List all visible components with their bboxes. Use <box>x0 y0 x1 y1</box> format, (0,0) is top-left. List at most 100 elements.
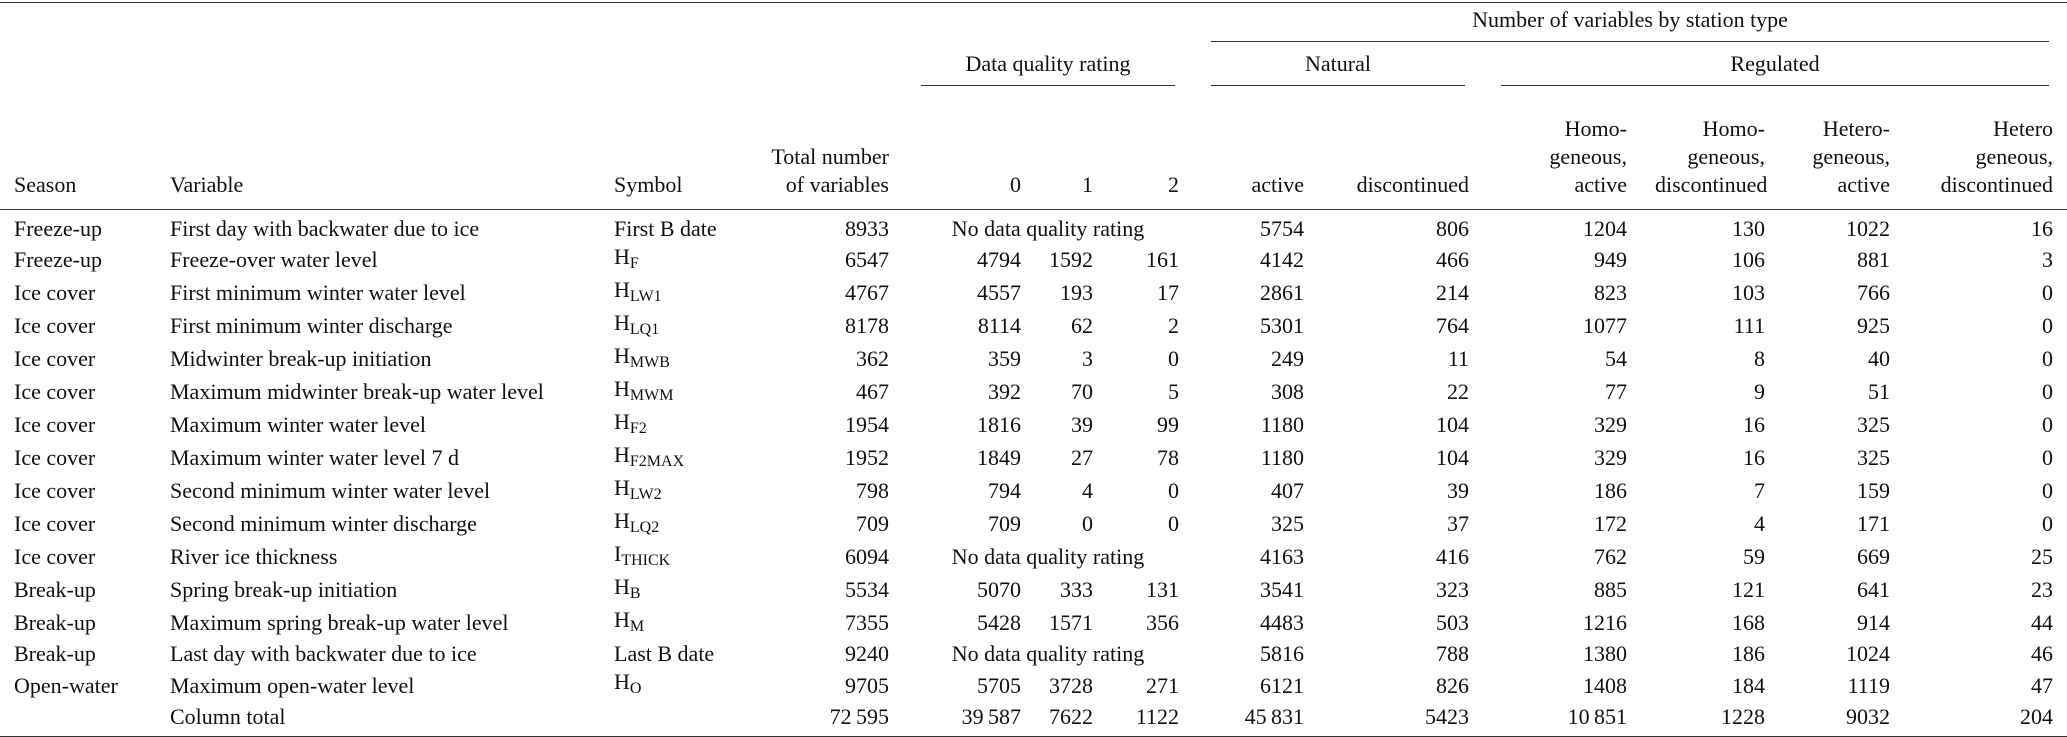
symbol-main: First B date <box>614 215 717 241</box>
season-cell: Freeze-up <box>14 215 102 241</box>
station-cell: 16 <box>1743 412 1765 438</box>
table-row: Ice cover First minimum winter water leve… <box>0 277 2067 310</box>
symbol-subscript: F2 <box>629 419 647 437</box>
quality-note: No data quality rating <box>951 544 1145 570</box>
station-cell: 323 <box>1436 577 1469 603</box>
station-cell: 0 <box>2042 313 2054 339</box>
symbol-cell: HLW1 <box>600 277 738 310</box>
total-cell: 8178 <box>845 313 889 339</box>
symbol-main: H <box>614 243 630 269</box>
group-header: Data quality rating <box>921 51 1175 86</box>
station-cell: 788 <box>1436 641 1469 667</box>
symbol-cell: ITHICK <box>600 541 738 574</box>
quality-cell: 1571 <box>1049 610 1093 636</box>
quality-cell: 39 <box>1071 412 1093 438</box>
variable-cell: Freeze-over water level <box>170 247 378 273</box>
total-cell: 6547 <box>845 247 889 273</box>
station-cell: 9032 <box>1779 702 1904 737</box>
symbol-cell: HMWB <box>600 343 738 376</box>
station-cell: 329 <box>1594 445 1627 471</box>
station-cell: 0 <box>2042 412 2054 438</box>
table-row: Ice cover River ice thickness ITHICK 6094 No… <box>0 541 2067 574</box>
quality-cell: 4557 <box>977 280 1021 306</box>
station-cell: 0 <box>2042 280 2054 306</box>
station-cell: 172 <box>1594 511 1627 537</box>
symbol-main: Last B date <box>614 641 715 667</box>
total-cell: 467 <box>856 379 889 405</box>
station-cell: 3541 <box>1260 577 1304 603</box>
station-cell: 168 <box>1732 610 1765 636</box>
station-cell: 0 <box>2042 511 2054 537</box>
symbol-cell <box>600 702 738 737</box>
symbol-main: H <box>614 441 630 467</box>
total-cell: 362 <box>856 346 889 372</box>
station-cell: 8 <box>1754 346 1765 372</box>
column-header: Variable <box>156 91 600 210</box>
total-cell: 9240 <box>845 641 889 667</box>
station-cell: 325 <box>1271 511 1304 537</box>
variable-cell: Maximum spring break-up water level <box>170 610 509 636</box>
station-cell: 39 <box>1447 478 1469 504</box>
symbol-subscript: MWB <box>629 353 670 371</box>
table-row: Ice cover Maximum midwinter break-up wate… <box>0 376 2067 409</box>
season-cell <box>0 702 156 737</box>
column-header: Hetero- geneous, active <box>1779 91 1904 210</box>
station-cell: 823 <box>1594 280 1627 306</box>
table-row: Break-up Last day with backwater due to i… <box>0 640 2067 670</box>
quality-note: No data quality rating <box>951 641 1145 667</box>
station-cell: 1408 <box>1583 672 1627 698</box>
symbol-subscript: B <box>629 584 641 602</box>
quality-cell: 5705 <box>977 672 1021 698</box>
symbol-subscript: LQ1 <box>629 320 660 338</box>
quality-cell: 2 <box>1168 313 1179 339</box>
station-cell: 77 <box>1605 379 1627 405</box>
total-cell: 8933 <box>845 215 889 241</box>
station-cell: 806 <box>1436 215 1469 241</box>
quality-cell: 7622 <box>1035 702 1107 737</box>
symbol-cell: HM <box>600 607 738 640</box>
variable-cell: Column total <box>156 702 600 737</box>
symbol-main: I <box>614 540 622 566</box>
symbol-cell: HF <box>600 244 738 277</box>
symbol-cell: First B date <box>600 210 738 244</box>
season-cell: Ice cover <box>14 511 96 537</box>
table-row: Ice cover Midwinter break-up initiation HM… <box>0 343 2067 376</box>
quality-cell: 8114 <box>977 313 1021 339</box>
station-cell: 764 <box>1436 313 1469 339</box>
station-cell: 23 <box>2031 577 2054 603</box>
station-cell: 46 <box>2031 641 2054 667</box>
quality-cell: 4 <box>1082 478 1093 504</box>
station-cell: 1180 <box>1260 412 1304 438</box>
column-header: 2 <box>1107 91 1193 210</box>
quality-cell: 0 <box>1168 478 1179 504</box>
station-cell: 0 <box>2042 478 2054 504</box>
station-cell: 308 <box>1271 379 1304 405</box>
variable-cell: River ice thickness <box>170 544 338 570</box>
station-cell: 2861 <box>1260 280 1304 306</box>
symbol-main: H <box>614 474 630 500</box>
season-cell: Open-water <box>14 672 118 698</box>
column-header: Homo- geneous, active <box>1483 91 1641 210</box>
station-cell: 826 <box>1436 672 1469 698</box>
station-cell: 59 <box>1743 544 1765 570</box>
station-cell: 766 <box>1857 280 1890 306</box>
station-cell: 106 <box>1732 247 1765 273</box>
station-cell: 466 <box>1436 247 1469 273</box>
station-cell: 1216 <box>1583 610 1627 636</box>
variable-cell: Maximum winter water level 7 d <box>170 445 459 471</box>
quality-cell: 794 <box>988 478 1021 504</box>
station-cell: 103 <box>1732 280 1765 306</box>
column-header: 0 <box>903 91 1035 210</box>
quality-note: No data quality rating <box>951 215 1145 241</box>
station-cell: 104 <box>1436 412 1469 438</box>
total-cell: 5534 <box>845 577 889 603</box>
header-row: Number of variables by station type <box>0 2 2067 45</box>
total-cell: 798 <box>856 478 889 504</box>
station-cell: 925 <box>1857 313 1890 339</box>
table-row: Break-up Maximum spring break-up water le… <box>0 607 2067 640</box>
column-header: Season <box>0 91 156 210</box>
column-header: Total number of variables <box>738 91 903 210</box>
variable-cell: Maximum midwinter break-up water level <box>170 379 544 405</box>
quality-cell: 1122 <box>1107 702 1193 737</box>
station-cell: 1380 <box>1583 641 1627 667</box>
